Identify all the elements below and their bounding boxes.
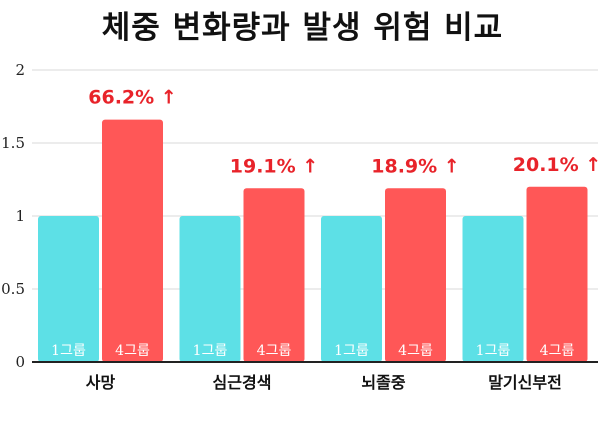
bar-label: 4그룹 bbox=[398, 343, 433, 359]
bar-group4 bbox=[385, 188, 446, 362]
y-tick-label: 1.5 bbox=[1, 134, 25, 152]
x-category-label: 사망 bbox=[86, 373, 116, 392]
bar-group4 bbox=[526, 186, 588, 362]
bar-group1 bbox=[38, 216, 99, 362]
chart-title: 체중 변화량과 발생 위험 비교 bbox=[101, 10, 504, 46]
bar-label: 1그룹 bbox=[51, 343, 86, 359]
bar-group4 bbox=[102, 119, 163, 362]
percent-increase-label: 18.9% ↑ bbox=[371, 155, 459, 177]
bar-label: 1그룹 bbox=[193, 343, 228, 359]
percent-increase-label: 19.1% ↑ bbox=[230, 155, 318, 177]
x-category-label: 뇌졸중 bbox=[361, 373, 405, 392]
percent-increase-label: 66.2% ↑ bbox=[88, 87, 176, 109]
y-tick-label: 2 bbox=[15, 61, 25, 79]
bar-group4 bbox=[243, 188, 305, 362]
bar-label: 4그룹 bbox=[540, 343, 575, 359]
x-category-label: 말기신부전 bbox=[488, 373, 562, 392]
percent-increase-label: 20.1% ↑ bbox=[513, 154, 601, 176]
bar-label: 4그룹 bbox=[257, 343, 292, 359]
y-tick-label: 1 bbox=[15, 207, 25, 225]
bar-label: 1그룹 bbox=[334, 343, 369, 359]
bar-group1 bbox=[321, 216, 382, 362]
y-tick-label: 0.5 bbox=[1, 280, 25, 298]
y-tick-label: 0 bbox=[15, 353, 25, 371]
x-category-label: 심근경색 bbox=[213, 373, 272, 392]
bar-label: 4그룹 bbox=[115, 343, 150, 359]
bar-group1 bbox=[179, 216, 241, 362]
bar-label: 1그룹 bbox=[476, 343, 511, 359]
bar-group1 bbox=[462, 216, 524, 362]
